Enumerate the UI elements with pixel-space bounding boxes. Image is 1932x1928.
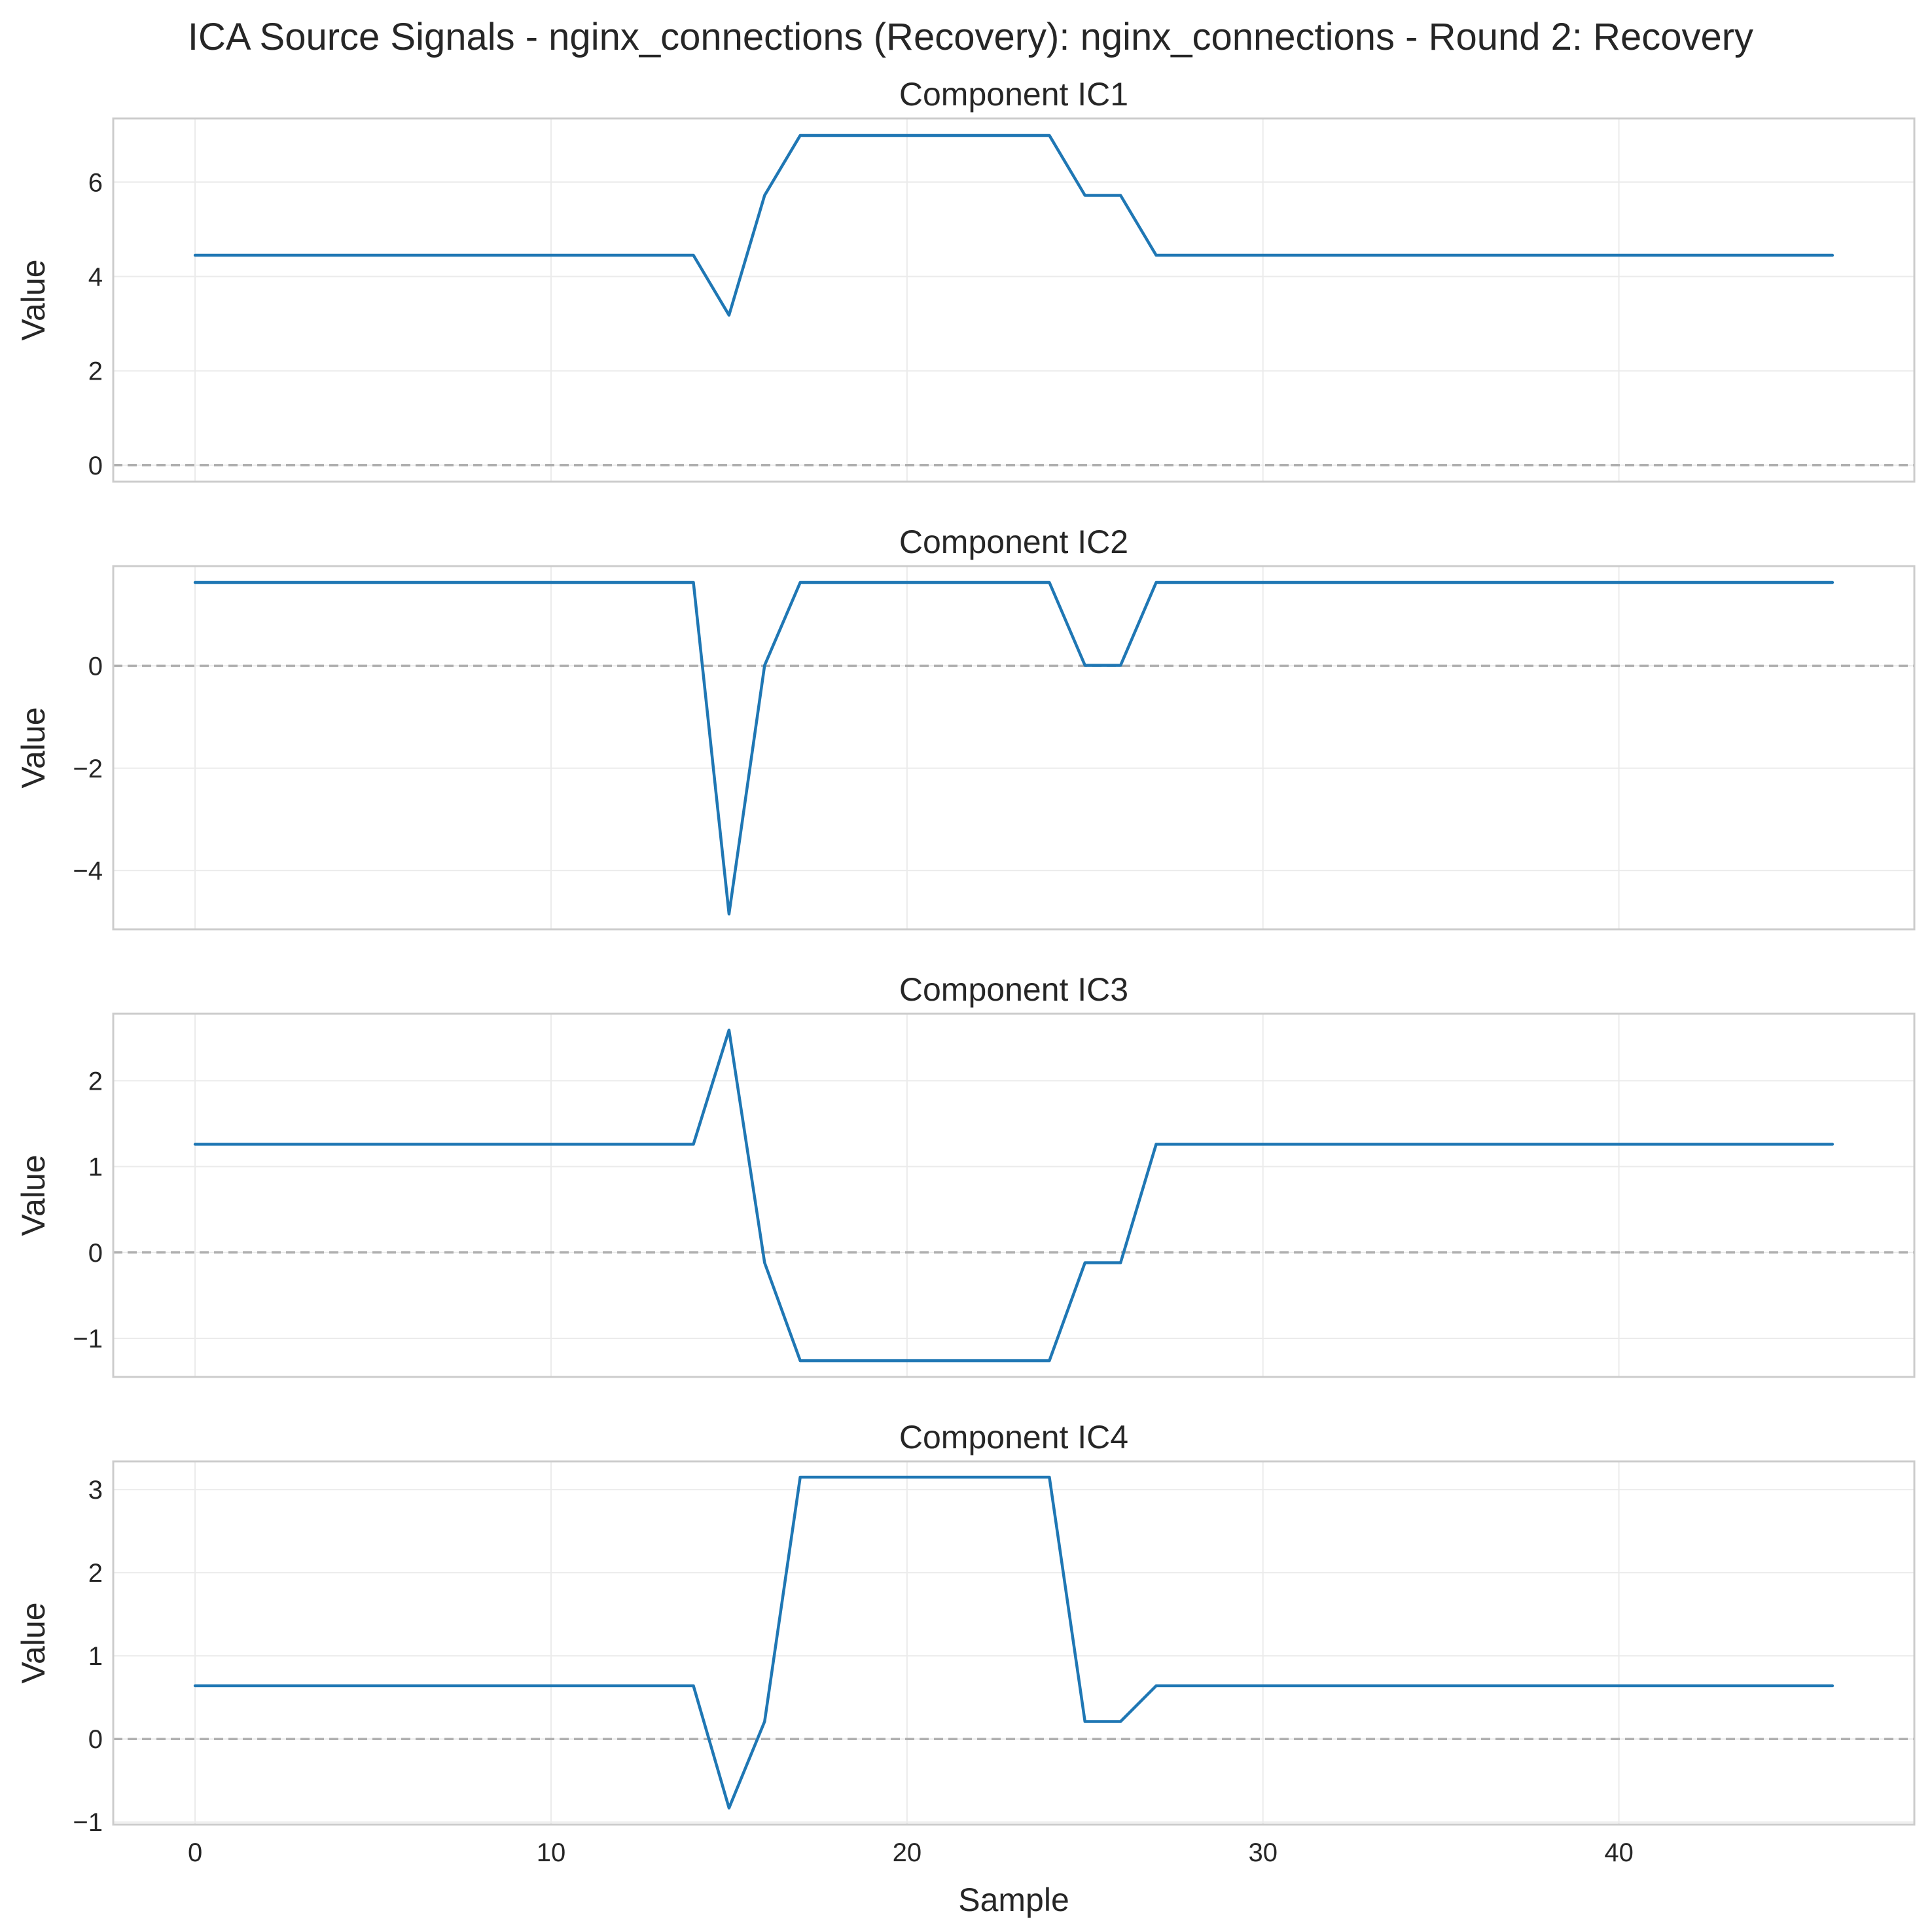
component-panel-4: Component IC4 −1 0 1 2 3 Value 0 10 20 30 40 Sample bbox=[15, 1419, 1916, 1918]
x-tick-label: 30 bbox=[1248, 1838, 1278, 1867]
y-tick-label: 0 bbox=[88, 452, 103, 480]
x-tick-label: 40 bbox=[1604, 1838, 1634, 1867]
y-axis-label: Value bbox=[15, 1154, 52, 1236]
panel-title: Component IC4 bbox=[899, 1419, 1128, 1455]
y-tick-label: 6 bbox=[88, 168, 103, 197]
y-tick-label: 0 bbox=[88, 652, 103, 681]
y-axis-label: Value bbox=[15, 259, 52, 340]
axes-frame bbox=[112, 1012, 1916, 1378]
x-axis-label: Sample bbox=[958, 1882, 1069, 1918]
axes-frame bbox=[112, 565, 1916, 931]
y-axis-label: Value bbox=[15, 1602, 52, 1683]
y-tick-label: 3 bbox=[88, 1476, 103, 1505]
x-tick-label: 20 bbox=[893, 1838, 922, 1867]
y-tick-label: 0 bbox=[88, 1725, 103, 1754]
component-panel-2: Component IC2 −4 −2 0 Value bbox=[15, 524, 1916, 931]
series-line-ic3 bbox=[193, 1028, 1834, 1363]
series-line-ic2 bbox=[193, 580, 1834, 916]
y-tick-label: 1 bbox=[88, 1153, 103, 1182]
y-tick-label: −1 bbox=[73, 1325, 103, 1353]
y-tick-label: 2 bbox=[88, 1559, 103, 1588]
y-tick-label: 4 bbox=[88, 262, 103, 291]
panel-title: Component IC2 bbox=[899, 524, 1128, 560]
x-tick-label: 0 bbox=[188, 1838, 202, 1867]
y-tick-label: 2 bbox=[88, 357, 103, 386]
y-axis-label: Value bbox=[15, 707, 52, 788]
x-tick-label: 10 bbox=[537, 1838, 566, 1867]
y-tick-label: 2 bbox=[88, 1067, 103, 1096]
series-line-ic4 bbox=[193, 1475, 1834, 1810]
component-panel-3: Component IC3 −1 0 1 2 Value bbox=[15, 971, 1916, 1378]
panel-title: Component IC3 bbox=[899, 971, 1128, 1008]
y-tick-label: 0 bbox=[88, 1239, 103, 1268]
panel-title: Component IC1 bbox=[899, 76, 1128, 113]
y-tick-label: −2 bbox=[73, 755, 103, 783]
component-panel-1: Component IC1 0 2 4 6 Value bbox=[15, 76, 1916, 483]
axes-frame bbox=[112, 1460, 1916, 1826]
figure-title: ICA Source Signals - nginx_connections (… bbox=[188, 16, 1753, 58]
component-panels: Component IC1 0 2 4 6 Value Component IC2 −4 −2 0… bbox=[15, 76, 1916, 1918]
y-tick-label: −4 bbox=[73, 857, 103, 885]
y-tick-label: −1 bbox=[73, 1808, 103, 1837]
y-tick-label: 1 bbox=[88, 1642, 103, 1671]
axes-frame bbox=[112, 117, 1916, 483]
series-line-ic1 bbox=[193, 134, 1834, 317]
